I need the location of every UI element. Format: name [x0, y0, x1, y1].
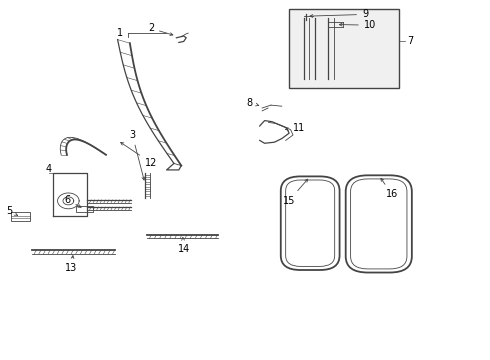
Text: 2: 2	[148, 23, 173, 36]
Text: 4: 4	[46, 164, 52, 174]
Text: 7: 7	[407, 36, 413, 46]
Text: 9: 9	[310, 9, 368, 19]
Text: 13: 13	[65, 256, 77, 273]
Text: 8: 8	[247, 98, 259, 108]
Text: 6: 6	[65, 195, 81, 207]
Text: 3: 3	[129, 130, 145, 180]
Bar	[76, 206, 93, 212]
Text: 12: 12	[121, 143, 157, 168]
Bar	[289, 9, 399, 88]
Bar	[11, 212, 30, 221]
Text: 1: 1	[118, 28, 123, 38]
Text: 10: 10	[340, 20, 376, 30]
Text: 11: 11	[286, 123, 305, 133]
Text: 14: 14	[177, 238, 190, 254]
Text: 5: 5	[6, 206, 18, 216]
Text: 15: 15	[283, 179, 308, 206]
Text: 16: 16	[381, 178, 398, 199]
